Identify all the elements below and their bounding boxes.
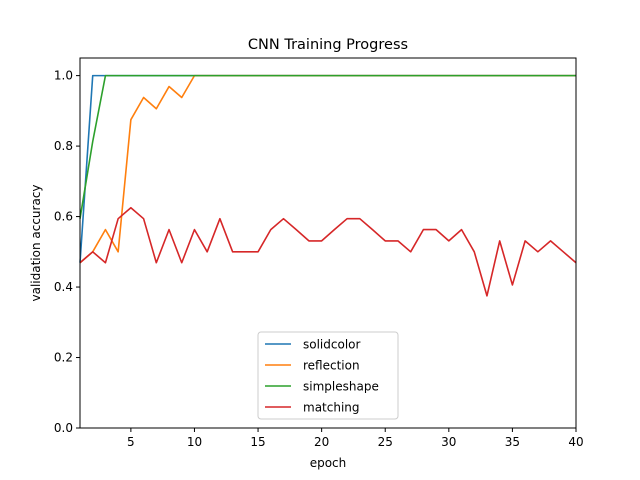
legend-box xyxy=(257,331,399,420)
plot-frame xyxy=(79,57,577,429)
y-tick-label: 1.0 xyxy=(54,69,73,83)
x-tick-label: 5 xyxy=(127,435,135,449)
series-layer xyxy=(79,74,577,297)
x-axis-ticks: 5 10 15 20 25 30 35 40 xyxy=(127,428,584,449)
y-axis-label: validation accuracy xyxy=(29,184,43,301)
x-tick-label: 25 xyxy=(378,435,393,449)
legend-label-reflection: reflection xyxy=(303,359,360,373)
x-tick-label: 40 xyxy=(568,435,583,449)
x-tick-label: 10 xyxy=(187,435,202,449)
y-tick-label: 0.4 xyxy=(54,280,73,294)
x-tick-label: 30 xyxy=(441,435,456,449)
y-tick-label: 0.0 xyxy=(54,421,73,435)
x-tick-label: 15 xyxy=(250,435,265,449)
y-tick-label: 0.6 xyxy=(54,210,73,224)
x-axis-label: epoch xyxy=(310,456,347,470)
legend-label-simpleshape: simpleshape xyxy=(303,380,379,394)
legend: solidcolor reflection simpleshape matching xyxy=(257,331,399,420)
series-line-simpleshape xyxy=(79,74,576,219)
x-tick-label: 35 xyxy=(505,435,520,449)
y-tick-label: 0.8 xyxy=(54,139,73,153)
y-axis-ticks: 0.0 0.2 0.4 0.6 0.8 1.0 xyxy=(54,69,80,435)
legend-label-solidcolor: solidcolor xyxy=(303,338,360,352)
legend-label-matching: matching xyxy=(303,401,360,415)
y-tick-label: 0.2 xyxy=(54,351,73,365)
chart-title: CNN Training Progress xyxy=(248,37,408,53)
series-line-matching xyxy=(79,206,577,297)
x-tick-label: 20 xyxy=(314,435,329,449)
